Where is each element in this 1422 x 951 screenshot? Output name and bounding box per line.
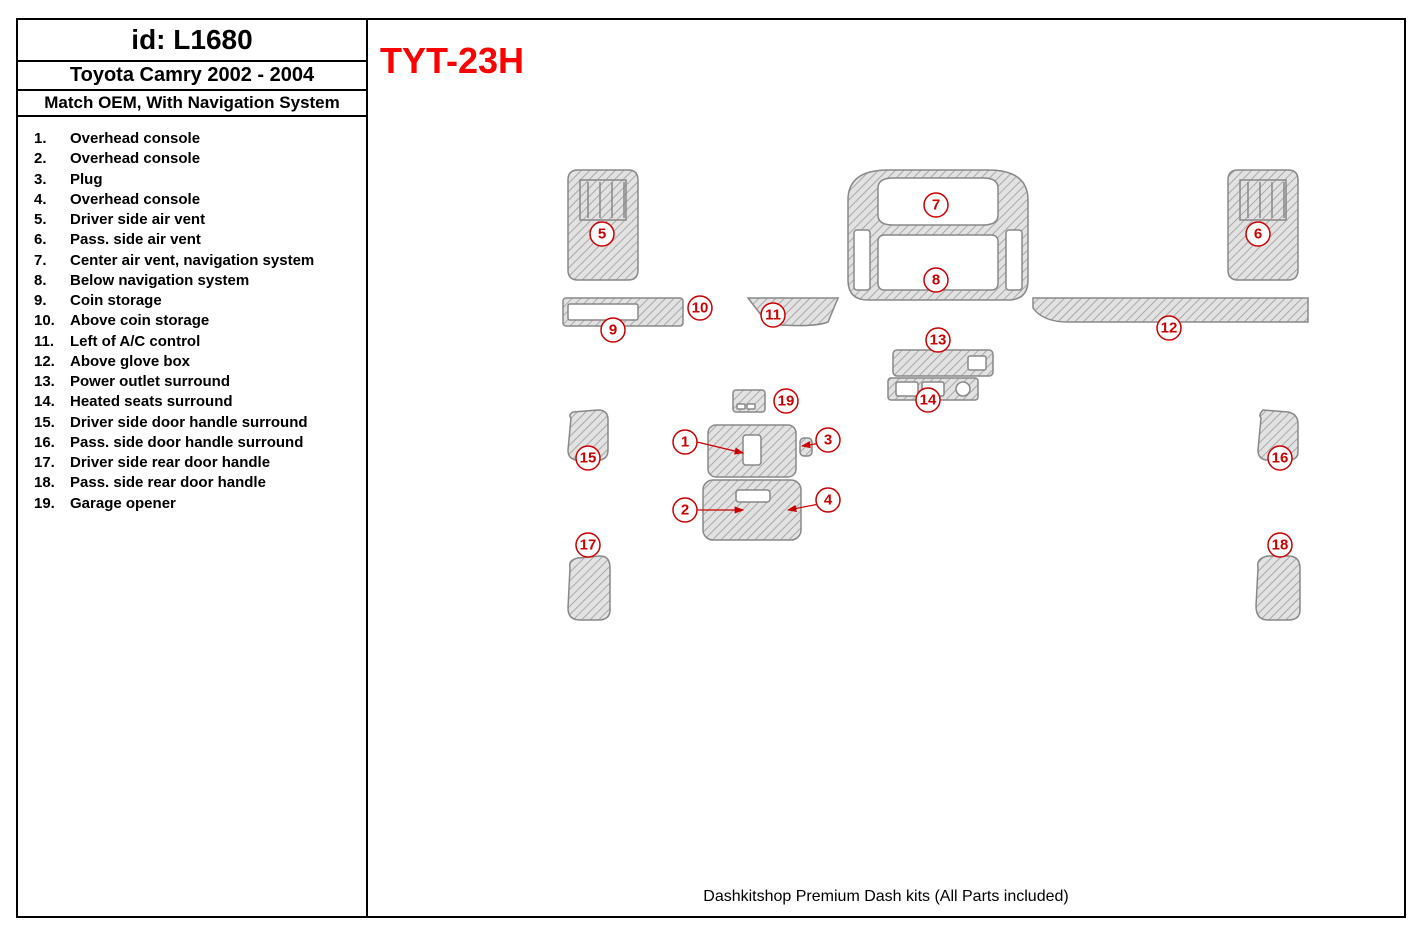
parts-label: Power outlet surround (70, 372, 230, 392)
part-shape (743, 435, 761, 465)
callout-number: 11 (765, 307, 781, 324)
parts-label: Coin storage (70, 291, 162, 311)
parts-num: 1. (34, 129, 70, 149)
parts-label: Driver side rear door handle (70, 453, 270, 473)
parts-num: 12. (34, 352, 70, 372)
parts-row: 18.Pass. side rear door handle (34, 473, 358, 493)
parts-row: 7.Center air vent, navigation system (34, 251, 358, 271)
part-shape (737, 404, 745, 409)
parts-num: 16. (34, 433, 70, 453)
part-shape (747, 404, 755, 409)
parts-label: Overhead console (70, 149, 200, 169)
legend-panel: id: L1680 Toyota Camry 2002 - 2004 Match… (18, 20, 368, 916)
parts-label: Driver side door handle surround (70, 413, 308, 433)
parts-label: Below navigation system (70, 271, 249, 291)
callout-number: 1 (681, 434, 689, 451)
parts-row: 15.Driver side door handle surround (34, 413, 358, 433)
callout-number: 13 (930, 332, 947, 349)
parts-label: Above coin storage (70, 311, 209, 331)
parts-num: 9. (34, 291, 70, 311)
parts-row: 14.Heated seats surround (34, 392, 358, 412)
callout-number: 15 (580, 450, 597, 467)
parts-row: 16.Pass. side door handle surround (34, 433, 358, 453)
parts-num: 18. (34, 473, 70, 493)
part-shape (1256, 556, 1300, 620)
part-shape (968, 356, 986, 370)
parts-label: Left of A/C control (70, 332, 200, 352)
parts-row: 8.Below navigation system (34, 271, 358, 291)
parts-num: 19. (34, 494, 70, 514)
parts-num: 7. (34, 251, 70, 271)
parts-num: 15. (34, 413, 70, 433)
parts-label: Garage opener (70, 494, 176, 514)
diagram-svg: 12345678910111213141516171819 (368, 20, 1404, 916)
callout-number: 7 (932, 197, 940, 214)
parts-row: 12.Above glove box (34, 352, 358, 372)
parts-num: 14. (34, 392, 70, 412)
callout-number: 19 (778, 393, 795, 410)
parts-label: Heated seats surround (70, 392, 233, 412)
outer-frame: id: L1680 Toyota Camry 2002 - 2004 Match… (16, 18, 1406, 918)
callout-number: 16 (1272, 450, 1289, 467)
parts-label: Pass. side door handle surround (70, 433, 303, 453)
part-shape (1006, 230, 1022, 290)
parts-row: 9.Coin storage (34, 291, 358, 311)
parts-label: Above glove box (70, 352, 190, 372)
part-shape (854, 230, 870, 290)
parts-num: 4. (34, 190, 70, 210)
parts-label: Overhead console (70, 129, 200, 149)
variant-label: Match OEM, With Navigation System (18, 91, 366, 117)
parts-label: Overhead console (70, 190, 200, 210)
callout-number: 9 (609, 322, 617, 339)
parts-row: 6.Pass. side air vent (34, 230, 358, 250)
part-shape (736, 490, 770, 502)
parts-label: Center air vent, navigation system (70, 251, 314, 271)
part-shape (800, 438, 812, 456)
parts-num: 11. (34, 332, 70, 352)
callout-number: 2 (681, 502, 689, 519)
parts-list: 1.Overhead console2.Overhead console3.Pl… (18, 117, 366, 522)
diagram-panel: TYT-23H 12345678910111213141516171819 Da… (368, 20, 1404, 916)
parts-row: 3.Plug (34, 170, 358, 190)
parts-num: 17. (34, 453, 70, 473)
parts-row: 13.Power outlet surround (34, 372, 358, 392)
parts-label: Plug (70, 170, 103, 190)
parts-row: 4.Overhead console (34, 190, 358, 210)
footer-text: Dashkitshop Premium Dash kits (All Parts… (703, 888, 1068, 906)
callout-number: 6 (1254, 226, 1262, 243)
parts-num: 3. (34, 170, 70, 190)
callout-number: 5 (598, 226, 606, 243)
callout-number: 17 (580, 537, 597, 554)
callout-number: 4 (824, 492, 833, 509)
id-label: id: L1680 (18, 20, 366, 62)
parts-row: 10.Above coin storage (34, 311, 358, 331)
parts-num: 13. (34, 372, 70, 392)
parts-num: 6. (34, 230, 70, 250)
callout-number: 18 (1272, 537, 1289, 554)
parts-num: 2. (34, 149, 70, 169)
part-shape (896, 382, 918, 396)
part-shape (568, 556, 610, 620)
parts-label: Driver side air vent (70, 210, 205, 230)
parts-num: 5. (34, 210, 70, 230)
callout-number: 3 (824, 432, 832, 449)
parts-row: 17.Driver side rear door handle (34, 453, 358, 473)
parts-row: 2.Overhead console (34, 149, 358, 169)
part-shape (956, 382, 970, 396)
callout-number: 12 (1161, 320, 1178, 337)
callout-number: 8 (932, 272, 940, 289)
parts-row: 11.Left of A/C control (34, 332, 358, 352)
parts-label: Pass. side air vent (70, 230, 201, 250)
callout-number: 10 (692, 300, 709, 317)
parts-row: 19.Garage opener (34, 494, 358, 514)
parts-label: Pass. side rear door handle (70, 473, 266, 493)
parts-row: 1.Overhead console (34, 129, 358, 149)
parts-row: 5.Driver side air vent (34, 210, 358, 230)
part-shape (568, 304, 638, 320)
callout-number: 14 (920, 392, 937, 409)
parts-num: 8. (34, 271, 70, 291)
parts-num: 10. (34, 311, 70, 331)
vehicle-label: Toyota Camry 2002 - 2004 (18, 62, 366, 91)
